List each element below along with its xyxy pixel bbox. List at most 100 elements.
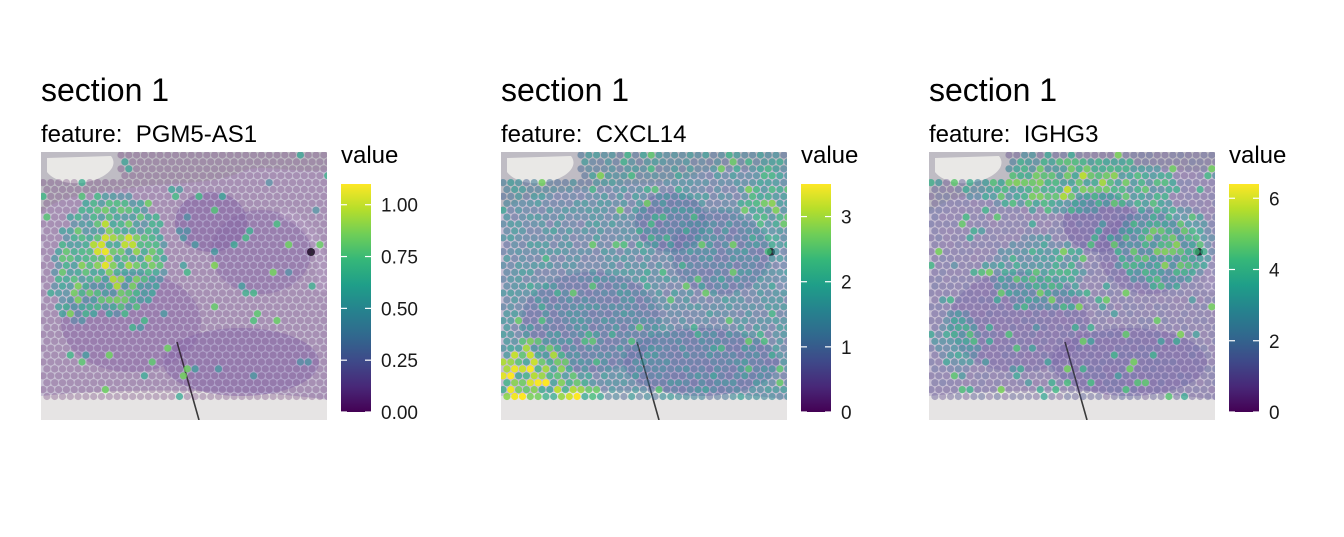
spot xyxy=(694,330,702,338)
spot xyxy=(569,261,577,269)
spot xyxy=(199,268,207,276)
spot xyxy=(1141,268,1150,276)
spot xyxy=(741,165,749,173)
spot xyxy=(140,165,148,173)
spot xyxy=(515,303,523,311)
spot xyxy=(772,248,780,256)
spot xyxy=(1145,386,1153,394)
spot xyxy=(136,185,145,194)
spot xyxy=(1188,227,1196,235)
spot xyxy=(222,227,230,235)
spot xyxy=(772,358,780,366)
spot xyxy=(639,386,647,394)
spot xyxy=(713,199,722,207)
spot xyxy=(518,365,527,373)
spot xyxy=(639,220,647,228)
spot xyxy=(269,337,277,345)
spot xyxy=(1063,268,1072,276)
spot xyxy=(741,192,749,200)
spot xyxy=(1040,379,1048,387)
spot xyxy=(710,275,718,283)
spot xyxy=(974,358,982,366)
spot xyxy=(962,351,970,359)
spot xyxy=(168,268,176,276)
spot xyxy=(1161,303,1169,311)
spot xyxy=(764,358,772,366)
spot xyxy=(780,358,787,366)
spot xyxy=(1196,199,1204,207)
spot xyxy=(616,275,624,283)
spot xyxy=(160,158,168,166)
spot xyxy=(1091,330,1099,338)
spot xyxy=(690,392,698,401)
spot xyxy=(985,213,994,221)
spot xyxy=(257,192,265,200)
spot xyxy=(589,185,597,194)
spot xyxy=(600,330,608,338)
spot xyxy=(635,351,644,359)
spot xyxy=(125,330,133,338)
spot xyxy=(285,365,293,373)
spot xyxy=(542,185,550,194)
spot xyxy=(546,206,554,214)
spot xyxy=(265,179,273,187)
spot xyxy=(320,234,327,242)
spot xyxy=(261,172,269,180)
spot xyxy=(144,351,152,359)
spot xyxy=(651,337,659,345)
tissue-spot-plot xyxy=(41,152,327,420)
tissue-spot-plot xyxy=(929,152,1215,420)
spot xyxy=(526,365,534,373)
spot xyxy=(546,289,554,297)
spot xyxy=(643,172,651,180)
spot xyxy=(530,372,538,380)
spot xyxy=(620,310,628,318)
spot xyxy=(269,379,277,387)
spot xyxy=(635,365,644,373)
spot xyxy=(1118,268,1126,276)
spot xyxy=(593,303,601,311)
spot xyxy=(596,241,605,249)
spot xyxy=(561,358,569,366)
spot xyxy=(269,351,277,359)
spot xyxy=(1028,220,1036,228)
spot xyxy=(600,289,608,297)
spot xyxy=(503,337,511,345)
spot xyxy=(183,365,191,373)
spot xyxy=(1079,351,1087,359)
spot xyxy=(1173,337,1181,345)
spot xyxy=(133,165,141,173)
spot xyxy=(729,241,737,249)
spot xyxy=(105,337,113,345)
spot xyxy=(51,379,59,387)
spot xyxy=(312,192,320,200)
spot xyxy=(741,289,749,297)
spot xyxy=(1079,268,1087,276)
spot xyxy=(522,303,530,311)
spot xyxy=(289,165,297,173)
spot xyxy=(199,365,207,373)
spot xyxy=(604,199,612,207)
spot xyxy=(1044,152,1052,159)
spot xyxy=(257,275,265,283)
spot xyxy=(70,358,78,366)
spot xyxy=(522,386,530,394)
spot xyxy=(772,206,780,214)
spot xyxy=(768,185,776,194)
spot xyxy=(1204,254,1212,263)
spot xyxy=(226,179,234,187)
spot xyxy=(725,372,733,380)
spot xyxy=(129,337,137,345)
spot xyxy=(1169,330,1177,338)
spot xyxy=(203,206,211,214)
spot xyxy=(133,275,141,283)
spot xyxy=(1063,254,1072,263)
spot xyxy=(1130,234,1138,242)
spot xyxy=(195,179,203,187)
spot xyxy=(281,234,289,242)
spot xyxy=(1040,268,1048,276)
spot xyxy=(246,365,254,373)
spot xyxy=(1005,344,1013,352)
spot xyxy=(1134,323,1142,332)
spot xyxy=(113,296,121,304)
